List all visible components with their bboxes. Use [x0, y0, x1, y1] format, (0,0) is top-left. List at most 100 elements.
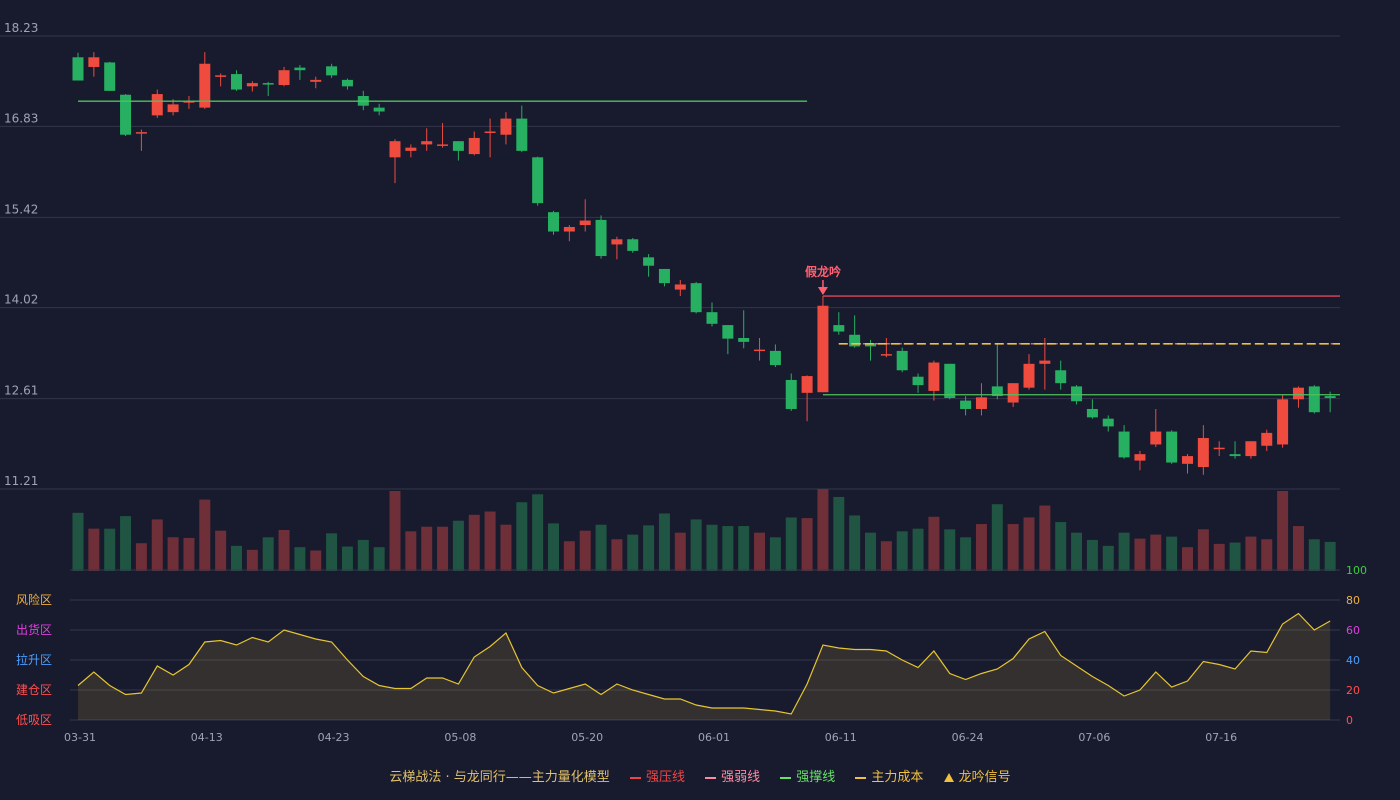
oscillator-tick-label: 80 [1346, 594, 1360, 607]
volume-bar [231, 545, 242, 571]
candle-body [627, 239, 639, 251]
candle [1197, 425, 1209, 475]
candle-body [373, 107, 385, 112]
candle-body [1213, 447, 1225, 450]
candle-body [151, 94, 163, 116]
volume-bar [1086, 539, 1098, 571]
volume-bar [658, 513, 670, 571]
candle [1277, 395, 1289, 448]
candle-body [548, 212, 559, 232]
legend-label-support-line: 强撑线 [796, 770, 836, 785]
candle [1023, 354, 1035, 390]
legend-item-support-line[interactable]: 强撑线 [780, 770, 835, 785]
legend-item-dragon-signal[interactable]: 龙吟信号 [943, 770, 1011, 785]
candle-body [1150, 431, 1162, 445]
candle [278, 66, 290, 87]
oscillator-tick-label: 0 [1346, 714, 1353, 727]
candle [627, 237, 639, 253]
candle-body [437, 144, 449, 146]
candle-body [849, 334, 861, 347]
volume-bar [865, 532, 876, 571]
candle [595, 215, 607, 259]
candle [674, 279, 686, 297]
volume-bar [579, 530, 591, 571]
candle [183, 96, 195, 109]
volume-bar [516, 502, 528, 571]
volume-bar [928, 516, 940, 571]
candle-body [595, 219, 607, 257]
candle-body [579, 220, 591, 226]
candle-body [72, 57, 84, 81]
volume-bar [310, 550, 322, 571]
candle [563, 225, 575, 242]
candle-body [975, 397, 987, 409]
candle [437, 123, 449, 148]
candle-body [690, 283, 702, 313]
candle [1229, 441, 1241, 459]
price-tick-label: 18.23 [4, 21, 38, 35]
candle-body [880, 354, 892, 356]
candle-body [215, 75, 227, 77]
oscillator-tick-label: 100 [1346, 564, 1367, 577]
volume-bar [738, 526, 750, 571]
oscillator-zone-label: 出货区 [16, 622, 52, 637]
price-tick-label: 12.61 [4, 384, 38, 398]
candle-body [516, 118, 528, 151]
candle-body [1308, 386, 1320, 413]
x-tick-label: 04-13 [191, 731, 223, 744]
legend-item-strength-line[interactable]: 强弱线 [705, 770, 760, 785]
x-tick-label: 06-24 [952, 731, 984, 744]
volume-bar [88, 528, 100, 571]
candle-body [326, 66, 338, 76]
x-tick-label: 05-20 [571, 731, 603, 744]
candle-body [928, 362, 940, 391]
candle-body [722, 325, 734, 339]
oscillator-line [77, 612, 1331, 715]
candle [690, 281, 702, 314]
legend-item-main-cost[interactable]: 主力成本 [855, 770, 923, 785]
candle-body [611, 239, 623, 245]
volume-bar [151, 519, 163, 571]
oscillator-tick-label: 60 [1346, 624, 1360, 637]
oscillator-zone-label: 拉升区 [16, 652, 52, 667]
candle-body [104, 62, 116, 91]
candle [104, 61, 116, 91]
legend-label-dragon-signal: 龙吟信号 [958, 770, 1011, 785]
candle [1213, 441, 1225, 457]
chart-legend: 云梯战法 · 与龙同行——主力量化模型 强压线 强弱线 强撑线 主力成本 龙吟信… [0, 766, 1400, 785]
volume-bar [611, 539, 623, 571]
candle [754, 338, 766, 361]
candle [1308, 385, 1320, 414]
volume-bar [1023, 517, 1035, 571]
volume-bar [1261, 539, 1273, 571]
candle [960, 396, 972, 416]
oscillator-area [78, 613, 1331, 720]
candle-body [88, 57, 100, 67]
candle-body [1229, 454, 1241, 457]
volume-bar [199, 499, 211, 571]
candle-body [944, 363, 956, 399]
volume-bar [1055, 522, 1067, 571]
candle-body [1292, 387, 1304, 400]
volume-bar [294, 547, 306, 571]
volume-bar [1102, 545, 1114, 571]
candle [452, 141, 464, 161]
x-tick-label: 06-01 [698, 731, 730, 744]
signal-arrow-icon [817, 287, 828, 296]
candle [294, 65, 306, 80]
candle [1182, 454, 1193, 474]
candle-body [1023, 363, 1035, 388]
candle [1292, 386, 1304, 408]
volume-bar [817, 489, 829, 571]
candle-body [405, 147, 417, 151]
volume-bar [849, 515, 861, 571]
candle [72, 52, 84, 81]
oscillator-tick-label: 20 [1346, 684, 1360, 697]
volume-bar [1039, 505, 1051, 571]
volume-bar [960, 537, 972, 571]
x-tick-label: 04-23 [318, 731, 350, 744]
legend-item-strong-pressure[interactable]: 强压线 [629, 770, 685, 785]
volume-bar [278, 530, 290, 571]
volume-bar [1166, 536, 1178, 571]
candle-body [754, 349, 766, 352]
